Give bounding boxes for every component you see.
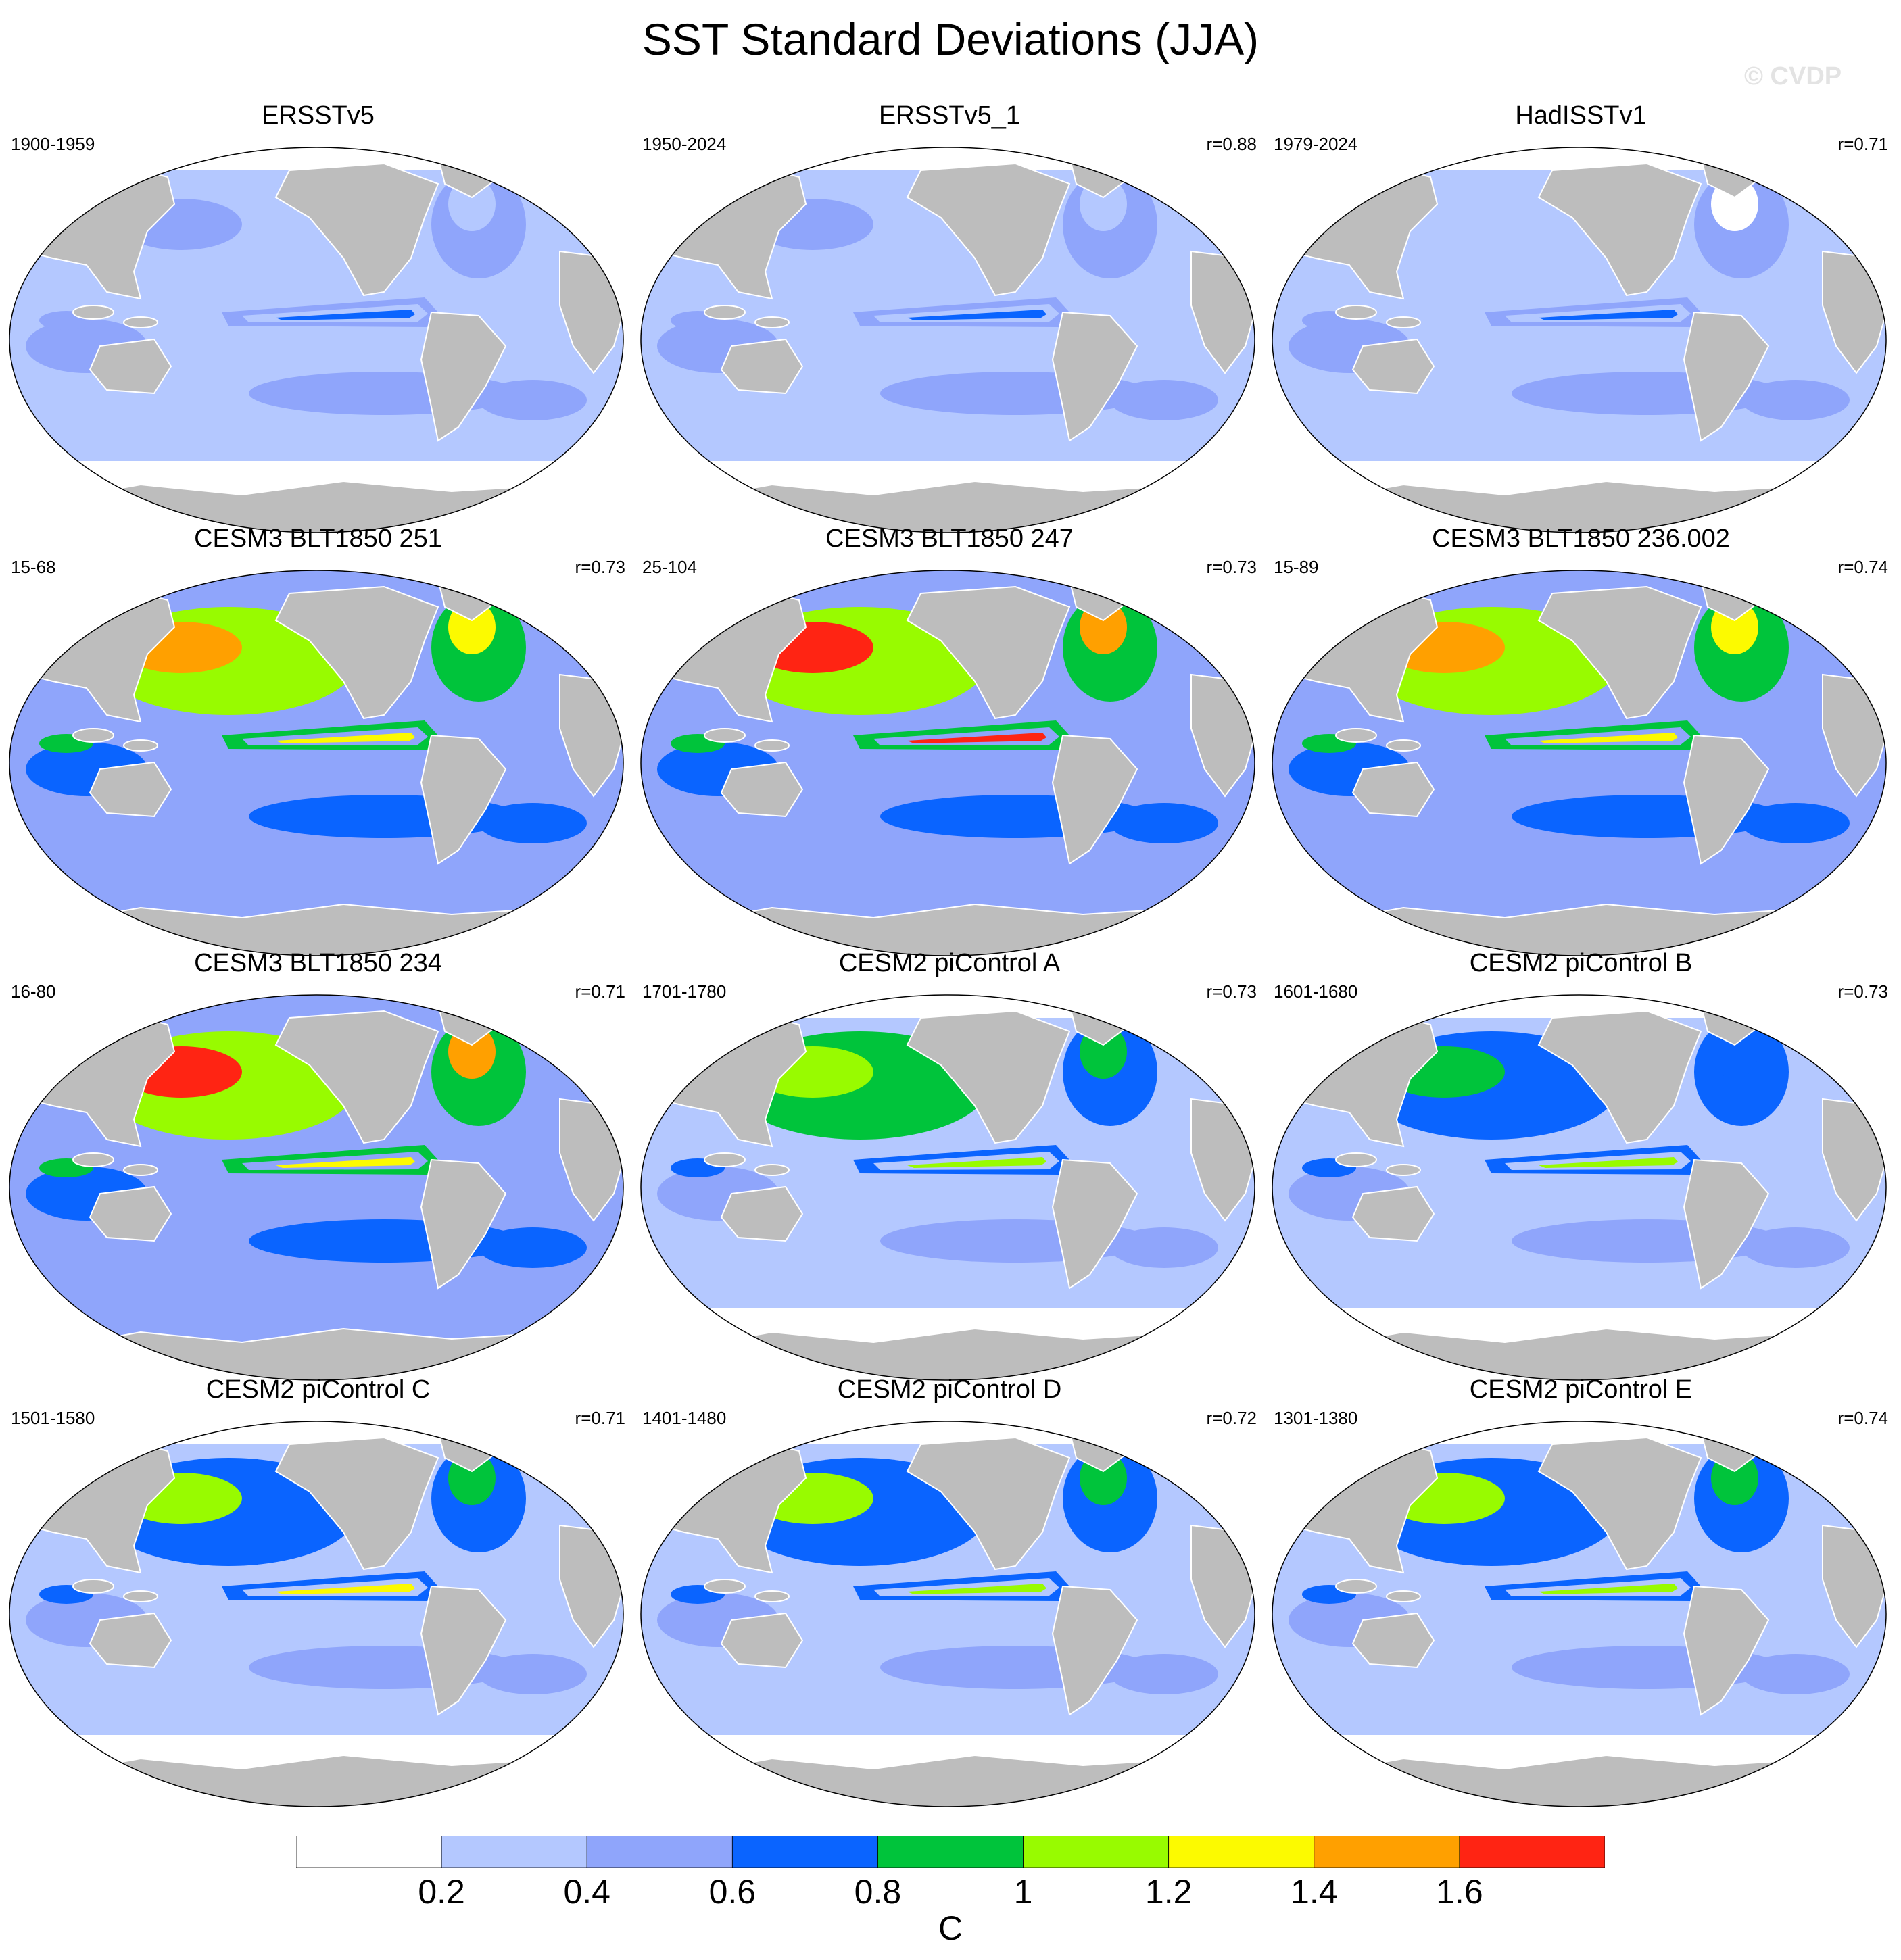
world-map — [9, 570, 624, 956]
watermark: © CVDP — [1744, 62, 1842, 91]
colorbar-tick-label: 0.4 — [563, 1873, 610, 1911]
colorbar-swatch — [1168, 1836, 1315, 1868]
panel-period: 1900-1959 — [11, 134, 95, 154]
world-map — [1272, 994, 1887, 1381]
world-map — [9, 1421, 624, 1807]
colorbar-tick-label: 1.2 — [1145, 1873, 1193, 1911]
map-panel: CESM3 BLT1850 234 16-80 r=0.71 — [5, 949, 631, 1381]
panel-title: HadISSTv1 — [1515, 101, 1647, 130]
panel-correlation: r=0.73 — [1206, 557, 1257, 577]
panel-period: 15-68 — [11, 557, 56, 577]
panel-title: ERSSTv5_1 — [878, 101, 1021, 130]
panel-correlation: r=0.73 — [1206, 981, 1257, 1002]
panel-period: 15-89 — [1274, 557, 1319, 577]
world-map — [640, 570, 1255, 956]
colorbar-tick-label: 1.4 — [1291, 1873, 1338, 1911]
colorbar-swatch — [1314, 1836, 1460, 1868]
colorbar-tick-label: 0.2 — [418, 1873, 465, 1911]
panel-correlation: r=0.71 — [1837, 134, 1888, 154]
panel-title: CESM2 piControl D — [837, 1375, 1062, 1404]
colorbar-swatch — [877, 1836, 1024, 1868]
colorbar-tick-label: 0.8 — [854, 1873, 902, 1911]
panel-period: 1979-2024 — [1274, 134, 1358, 154]
world-map — [9, 994, 624, 1381]
panel-period: 25-104 — [642, 557, 697, 577]
colorbar-tick-label: 0.6 — [708, 1873, 756, 1911]
world-map — [640, 147, 1255, 533]
colorbar-units: C — [938, 1909, 963, 1947]
panel-title: CESM3 BLT1850 251 — [194, 524, 442, 553]
map-panel: CESM3 BLT1850 247 25-104 r=0.73 — [637, 524, 1262, 957]
panel-title: CESM2 piControl E — [1469, 1375, 1693, 1404]
panel-correlation: r=0.72 — [1206, 1408, 1257, 1428]
world-map — [1272, 570, 1887, 956]
colorbar-swatch — [296, 1836, 442, 1868]
world-map — [9, 147, 624, 533]
panel-title: CESM2 piControl B — [1469, 949, 1693, 977]
panel-title: CESM2 piControl C — [206, 1375, 431, 1404]
map-panel: ERSSTv5 1900-1959 — [5, 101, 631, 534]
colorbar-tick-label: 1 — [1013, 1873, 1033, 1911]
panel-correlation: r=0.73 — [1837, 981, 1888, 1002]
colorbar-swatch — [586, 1836, 733, 1868]
world-map — [1272, 1421, 1887, 1807]
panel-correlation: r=0.71 — [575, 981, 625, 1002]
colorbar-swatch — [1459, 1836, 1605, 1868]
colorbar-swatch — [441, 1836, 587, 1868]
panel-period: 1401-1480 — [642, 1408, 727, 1428]
colorbar-swatch — [1023, 1836, 1170, 1868]
panel-period: 1601-1680 — [1274, 981, 1358, 1002]
map-panel: CESM3 BLT1850 236.002 15-89 r=0.74 — [1268, 524, 1894, 957]
map-panel: CESM3 BLT1850 251 15-68 r=0.73 — [5, 524, 631, 957]
panel-correlation: r=0.74 — [1837, 1408, 1888, 1428]
panel-correlation: r=0.74 — [1837, 557, 1888, 577]
panel-correlation: r=0.71 — [575, 1408, 625, 1428]
panel-period: 1301-1380 — [1274, 1408, 1358, 1428]
panel-title: CESM3 BLT1850 236.002 — [1432, 524, 1730, 553]
panel-title: CESM3 BLT1850 234 — [194, 949, 442, 977]
panel-title: CESM2 piControl A — [838, 949, 1061, 977]
panel-correlation: r=0.73 — [575, 557, 625, 577]
world-map — [1272, 147, 1887, 533]
panel-period: 1501-1580 — [11, 1408, 95, 1428]
map-panel: CESM2 piControl D 1401-1480 r=0.72 — [637, 1375, 1262, 1808]
map-panel: ERSSTv5_1 1950-2024 r=0.88 — [637, 101, 1262, 534]
map-panel: CESM2 piControl B 1601-1680 r=0.73 — [1268, 949, 1894, 1381]
map-panel: HadISSTv1 1979-2024 r=0.71 — [1268, 101, 1894, 534]
panel-period: 1950-2024 — [642, 134, 727, 154]
colorbar-swatches — [296, 1836, 1605, 1868]
map-panel: CESM2 piControl C 1501-1580 r=0.71 — [5, 1375, 631, 1808]
world-map — [640, 1421, 1255, 1807]
colorbar-tick-label: 1.6 — [1436, 1873, 1483, 1911]
figure-title: SST Standard Deviations (JJA) — [642, 14, 1259, 64]
panel-correlation: r=0.88 — [1206, 134, 1257, 154]
panel-title: CESM3 BLT1850 247 — [825, 524, 1074, 553]
panel-title: ERSSTv5 — [262, 101, 375, 130]
panel-period: 16-80 — [11, 981, 56, 1002]
world-map — [640, 994, 1255, 1381]
panel-period: 1701-1780 — [642, 981, 727, 1002]
colorbar-swatch — [731, 1836, 878, 1868]
map-panel: CESM2 piControl A 1701-1780 r=0.73 — [637, 949, 1262, 1381]
map-panel: CESM2 piControl E 1301-1380 r=0.74 — [1268, 1375, 1894, 1808]
